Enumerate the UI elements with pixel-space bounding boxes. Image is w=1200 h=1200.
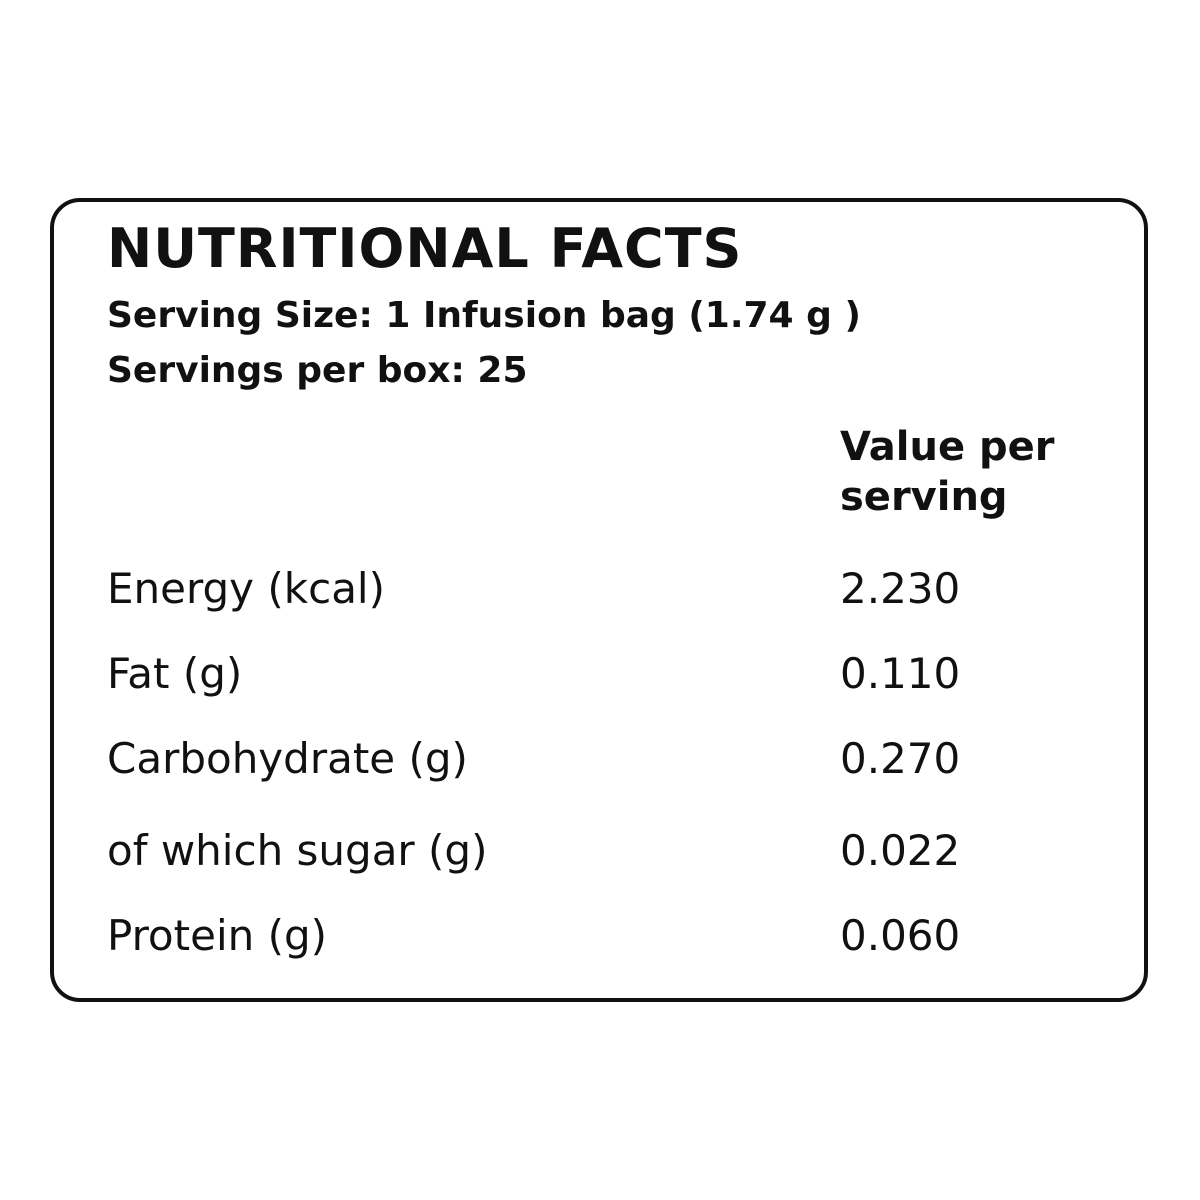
nutrient-label: Protein (g) [107, 911, 328, 960]
nutrient-value: 0.270 [840, 734, 961, 783]
nutrient-label: Fat (g) [107, 649, 243, 698]
label-border [50, 198, 1148, 1002]
column-header: Value per serving [840, 424, 1055, 520]
serving-size: Serving Size: 1 Infusion bag (1.74 g ) [107, 295, 861, 336]
servings-per-box: Servings per box: 25 [107, 350, 528, 391]
nutrient-value: 2.230 [840, 564, 961, 613]
nutrient-label: Energy (kcal) [107, 564, 385, 613]
nutrient-label: of which sugar (g) [107, 826, 488, 875]
nutrient-value: 0.110 [840, 649, 961, 698]
nutrient-value: 0.022 [840, 826, 961, 875]
nutrient-label: Carbohydrate (g) [107, 734, 468, 783]
title: NUTRITIONAL FACTS [107, 217, 743, 280]
nutrient-value: 0.060 [840, 911, 961, 960]
